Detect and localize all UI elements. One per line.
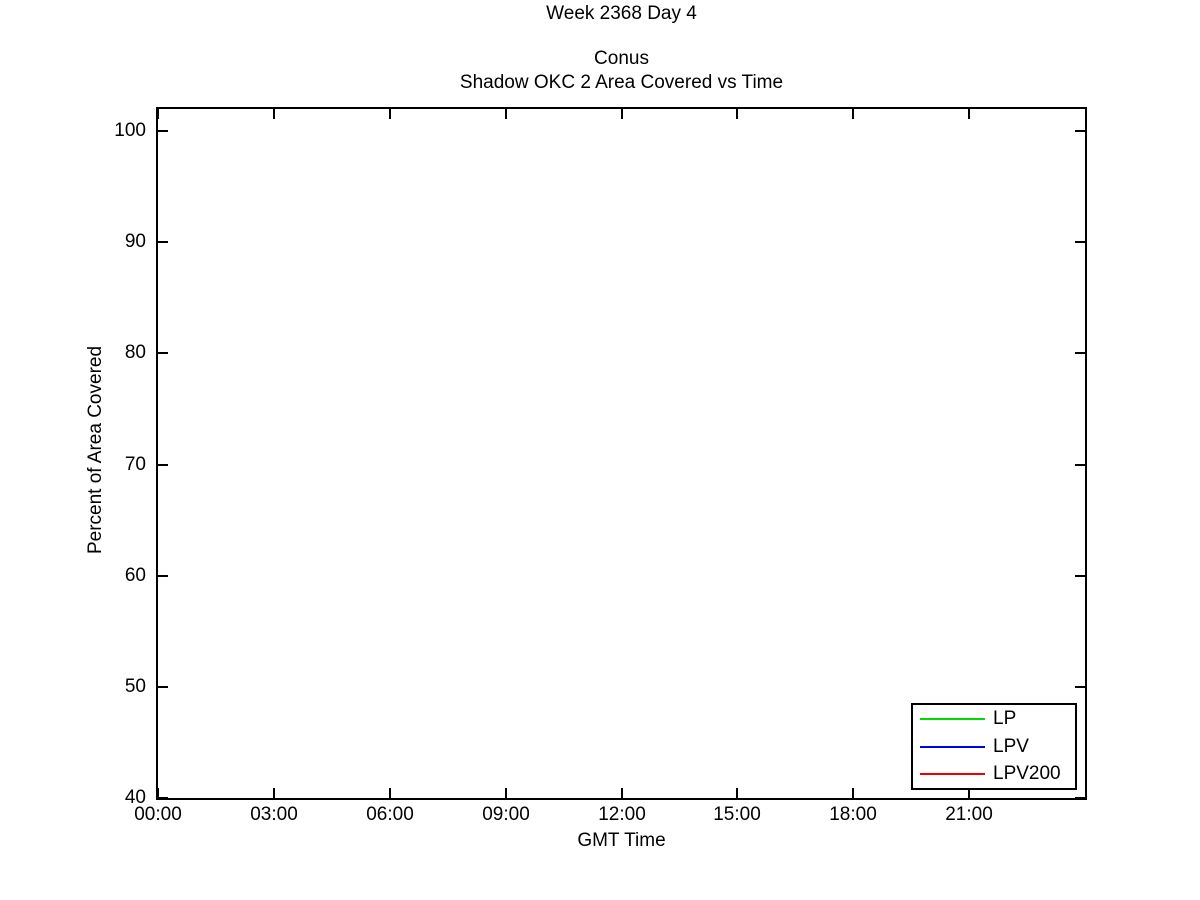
y-tick-label: 70 (124, 454, 146, 475)
y-axis-label: Percent of Area Covered (85, 345, 106, 555)
y-tick-label: 60 (124, 565, 146, 586)
y-tick-mark (158, 352, 168, 354)
figure-suptitle: Week 2368 Day 4 (546, 3, 697, 24)
x-tick-mark (736, 788, 738, 798)
y-tick-label: 40 (124, 787, 146, 808)
y-tick-mark-right (1075, 797, 1085, 799)
x-tick-mark-top (389, 109, 391, 119)
legend-row: LP (913, 706, 1075, 732)
x-tick-mark (968, 788, 970, 798)
x-tick-mark-top (968, 109, 970, 119)
legend-row: LPV200 (913, 761, 1075, 787)
x-tick-label: 03:00 (250, 804, 298, 825)
axes-title-line2: Shadow OKC 2 Area Covered vs Time (459, 72, 784, 93)
x-tick-label: 21:00 (945, 804, 993, 825)
y-tick-mark (158, 686, 168, 688)
y-tick-mark (158, 575, 168, 577)
x-tick-label: 00:00 (134, 804, 182, 825)
legend-row: LPV (913, 734, 1075, 760)
x-tick-label: 18:00 (829, 804, 877, 825)
plot-area (156, 107, 1087, 800)
y-tick-label: 100 (114, 120, 146, 141)
legend-label: LPV200 (993, 762, 1061, 784)
legend-line-sample-lp (920, 718, 985, 721)
x-tick-mark (852, 788, 854, 798)
x-tick-mark-top (621, 109, 623, 119)
y-tick-mark-right (1075, 130, 1085, 132)
y-tick-mark-right (1075, 575, 1085, 577)
x-tick-label: 15:00 (713, 804, 761, 825)
legend-line-sample-lpv200 (920, 772, 985, 775)
legend-box: LP LPV LPV200 (911, 703, 1077, 790)
y-tick-label: 80 (124, 342, 146, 363)
y-tick-mark-right (1075, 464, 1085, 466)
y-tick-mark-right (1075, 686, 1085, 688)
y-tick-mark (158, 464, 168, 466)
x-axis-label: GMT Time (577, 830, 666, 851)
x-tick-label: 09:00 (482, 804, 530, 825)
x-tick-mark (157, 788, 159, 798)
y-tick-mark (158, 130, 168, 132)
x-tick-mark-top (157, 109, 159, 119)
legend-label: LPV (993, 735, 1029, 757)
y-tick-mark (158, 797, 168, 799)
x-tick-mark-top (505, 109, 507, 119)
x-tick-mark (273, 788, 275, 798)
y-tick-mark (158, 241, 168, 243)
axes-title-line1: Conus (594, 48, 649, 69)
legend-line-sample-lpv (920, 745, 985, 748)
x-tick-mark (505, 788, 507, 798)
legend-label: LP (993, 708, 1017, 730)
y-tick-mark-right (1075, 241, 1085, 243)
x-tick-label: 12:00 (598, 804, 646, 825)
axes-title: Conus Shadow OKC 2 Area Covered vs Time (156, 47, 1087, 95)
x-tick-mark-top (852, 109, 854, 119)
y-tick-label: 90 (124, 231, 146, 252)
x-tick-mark (389, 788, 391, 798)
y-tick-mark-right (1075, 352, 1085, 354)
x-tick-label: 06:00 (366, 804, 414, 825)
x-tick-mark-top (273, 109, 275, 119)
x-tick-mark (621, 788, 623, 798)
y-tick-label: 50 (124, 676, 146, 697)
x-tick-mark-top (736, 109, 738, 119)
